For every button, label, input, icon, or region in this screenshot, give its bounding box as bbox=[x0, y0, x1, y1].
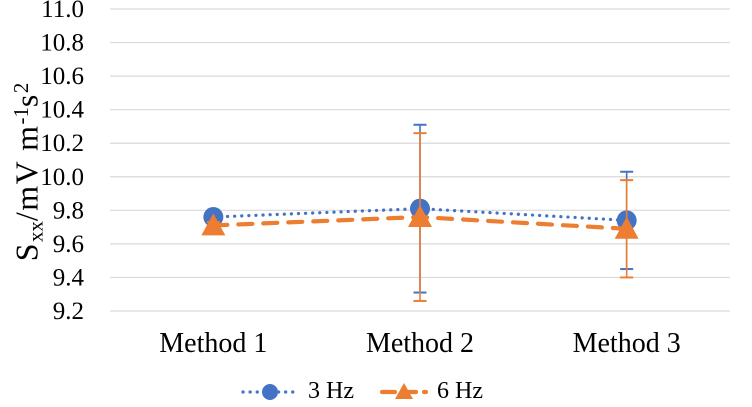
y-tick-label: 10.4 bbox=[40, 97, 84, 124]
plot-area: 11.0 10.8 10.6 10.4 10.2 10.0 9.8 9.6 9.4 9.2 Meth… bbox=[40, 0, 730, 359]
y-tick-label: 11.0 bbox=[41, 0, 84, 23]
x-category-label: Method 3 bbox=[573, 328, 681, 359]
y-tick-label: 9.2 bbox=[53, 298, 84, 325]
legend-sample-dashed-triangle bbox=[380, 382, 428, 399]
y-axis-title: Sxx/mV m-1s2 bbox=[4, 12, 47, 332]
y-axis-title-part: 2 bbox=[10, 82, 33, 94]
series-6-hz bbox=[201, 132, 639, 302]
marker-triangle bbox=[614, 216, 639, 239]
y-tick-label: 9.8 bbox=[53, 197, 84, 224]
y-axis-title-part: S bbox=[8, 241, 45, 262]
y-tick-label: 10.2 bbox=[40, 130, 84, 157]
legend-label: 6 Hz bbox=[437, 378, 483, 404]
y-tick-label: 9.6 bbox=[53, 231, 84, 258]
legend-sample-dotted-circle bbox=[241, 383, 299, 400]
y-tick-label: 9.4 bbox=[53, 264, 85, 291]
x-category-label: Method 1 bbox=[159, 328, 267, 359]
y-tick-label: 10.8 bbox=[40, 30, 84, 57]
marker-triangle bbox=[408, 205, 432, 228]
y-axis-title-part: s bbox=[8, 93, 45, 108]
legend-item-6-hz: 6 Hz bbox=[380, 378, 483, 405]
legend-item-3-hz: 3 Hz bbox=[241, 378, 354, 405]
legend-label: 3 Hz bbox=[308, 378, 354, 404]
y-axis-title-part: xx bbox=[24, 221, 48, 242]
x-category-label: Method 2 bbox=[366, 328, 474, 359]
legend: 3 Hz 6 Hz bbox=[0, 378, 738, 405]
y-tick-label: 10.6 bbox=[40, 63, 84, 90]
y-axis-title-part: /mV m bbox=[8, 124, 45, 222]
y-axis-title-part: -1 bbox=[10, 107, 33, 125]
y-tick-label: 10.0 bbox=[40, 164, 84, 191]
marker-triangle bbox=[201, 213, 226, 236]
